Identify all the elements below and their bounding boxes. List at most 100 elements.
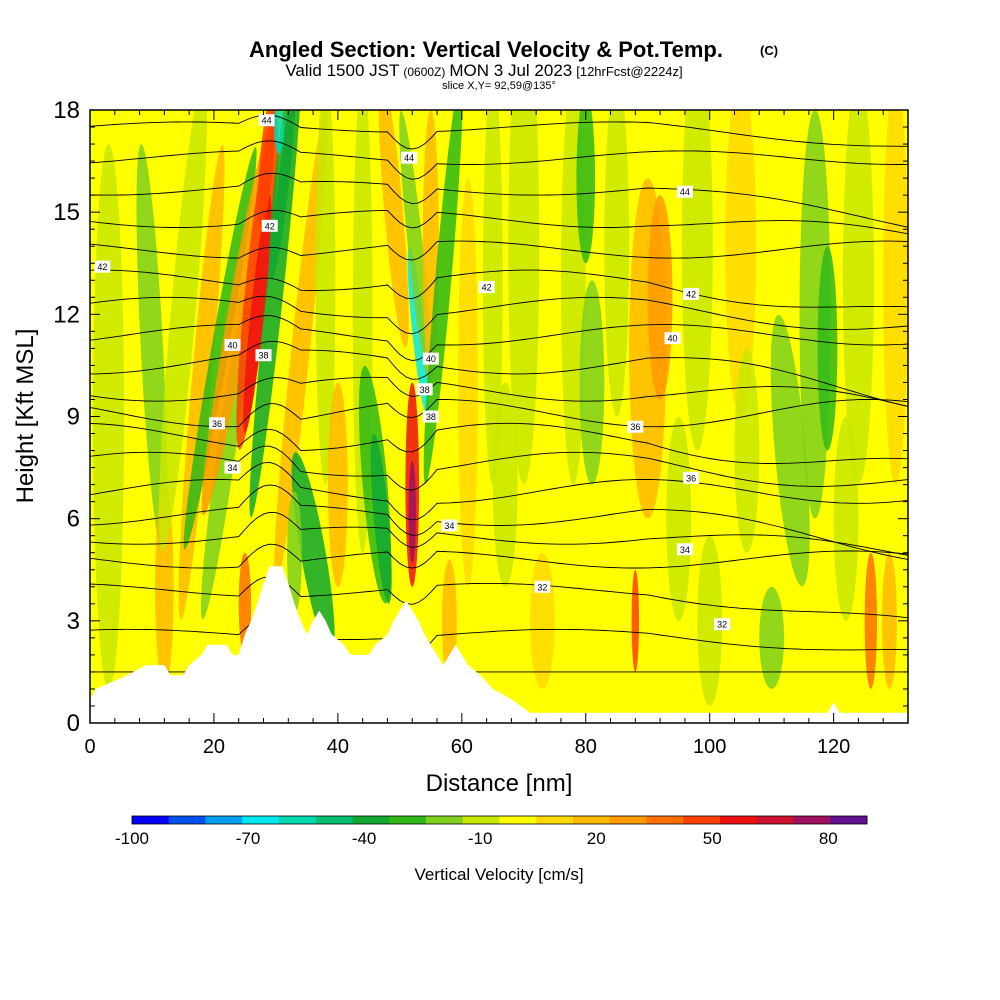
contour-label-text: 42 [686, 289, 696, 299]
chart-title-suffix: (C) [760, 43, 778, 58]
colorbar-swatch [279, 816, 317, 824]
contour-label: 40 [422, 352, 439, 365]
velocity-cell [579, 280, 605, 485]
colorbar-swatch [683, 816, 721, 824]
y-tick-label: 9 [67, 404, 80, 431]
colorbar-swatch [609, 816, 647, 824]
x-tick-label: 120 [817, 736, 850, 758]
colorbar-swatch [646, 816, 684, 824]
colorbar-swatch [132, 816, 170, 824]
contour-label: 36 [209, 417, 226, 430]
contour-label-text: 32 [537, 582, 547, 592]
velocity-cell [158, 110, 208, 552]
colorbar-swatch [573, 816, 611, 824]
isentrope-line [90, 422, 908, 464]
colorbar-swatch [389, 816, 427, 824]
contour-label: 36 [627, 420, 644, 433]
chart-title: Angled Section: Vertical Velocity & Pot.… [249, 37, 723, 62]
velocity-cell [183, 147, 257, 550]
velocity-cell [508, 110, 540, 485]
velocity-cell [136, 144, 168, 553]
velocity-cell [576, 110, 596, 264]
velocity-cell [399, 110, 432, 382]
contour-label: 40 [224, 338, 241, 351]
colorbar-swatch [205, 816, 243, 824]
contour-label: 38 [255, 349, 272, 362]
velocity-cell [770, 314, 810, 587]
velocity-cell [833, 416, 859, 621]
velocity-cell [458, 178, 478, 587]
isentrope-line [90, 462, 908, 521]
colorbar-swatch [536, 816, 574, 824]
isentrope-line [90, 295, 908, 335]
velocity-cell [291, 452, 335, 654]
contour-label: 34 [224, 461, 241, 474]
contour-label: 38 [422, 410, 439, 423]
colorbar-label: Vertical Velocity [cm/s] [414, 865, 583, 884]
contour-label-text: 38 [420, 385, 430, 395]
velocity-cell [274, 111, 328, 586]
isentrope-line [90, 399, 908, 428]
velocity-cell [327, 382, 348, 587]
x-tick-label: 60 [451, 736, 473, 758]
contour-label-text: 42 [482, 283, 492, 293]
contour-label-text: 32 [717, 620, 727, 630]
velocity-cell [842, 110, 874, 485]
contour-label-text: 40 [426, 354, 436, 364]
contour-label-text: 44 [404, 153, 414, 163]
contour-label: 42 [478, 281, 495, 294]
isentrope-line [90, 269, 908, 308]
colorbar-swatch [168, 816, 206, 824]
contour-label: 34 [441, 519, 458, 532]
contour-labels: 44 44 44 42 42 42 42 40 40 40 38 38 38 36 36 36 34 34 34 32… [94, 114, 731, 631]
isentrope-line [90, 511, 908, 556]
velocity-cell [315, 110, 336, 485]
contour-label-text: 40 [668, 334, 678, 344]
contour-label-text: 34 [444, 521, 454, 531]
velocity-cell [93, 144, 125, 689]
colorbar-swatch [426, 816, 464, 824]
contour-label-text: 44 [262, 116, 272, 126]
contour-label: 42 [94, 260, 111, 273]
isentrope-line [90, 376, 908, 407]
x-tick-label: 80 [575, 736, 597, 758]
velocity-cell [257, 110, 276, 229]
velocity-cell [666, 416, 692, 621]
plot-area: 44 44 44 42 42 42 42 40 40 40 38 38 38 36 36 36 34 34 34 32… [90, 110, 908, 723]
velocity-cell [681, 110, 713, 451]
contour-label-text: 44 [680, 187, 690, 197]
velocity-field [93, 110, 908, 706]
contour-label-text: 40 [228, 340, 238, 350]
colorbar-tick-label: 20 [587, 829, 606, 848]
contour-label: 34 [676, 543, 693, 556]
colorbar-tick-label: -40 [352, 829, 377, 848]
contour-label: 42 [683, 287, 700, 300]
colorbar: -100 -70 -40 -10 20 50 80 [115, 815, 868, 848]
valid-time: Valid 1500 JST (0600Z) MON 3 Jul 2023 [12hr… [285, 61, 682, 80]
contour-label-text: 42 [265, 221, 275, 231]
colorbar-swatch [793, 816, 831, 824]
colorbar-swatch [242, 816, 280, 824]
velocity-cell [759, 586, 785, 689]
colorbar-tick-label: 50 [703, 829, 722, 848]
contour-label-text: 38 [426, 412, 436, 422]
y-tick-label: 3 [67, 608, 80, 635]
colorbar-tick-label: -100 [115, 829, 149, 848]
contour-label: 44 [676, 185, 693, 198]
contour-label: 32 [534, 580, 551, 593]
colorbar-swatch [462, 816, 500, 824]
colorbar-swatch [830, 816, 868, 824]
contour-label: 40 [664, 332, 681, 345]
contour-label-text: 38 [259, 351, 269, 361]
velocity-cell [864, 552, 878, 689]
x-axis-label: Distance [nm] [426, 770, 573, 797]
contour-label: 44 [401, 151, 418, 164]
contour-label-text: 36 [686, 473, 696, 483]
isentrope-line [90, 114, 908, 150]
contour-label: 42 [261, 219, 278, 232]
velocity-cell [604, 110, 630, 417]
contour-label: 44 [258, 114, 275, 127]
velocity-cell [647, 195, 673, 400]
